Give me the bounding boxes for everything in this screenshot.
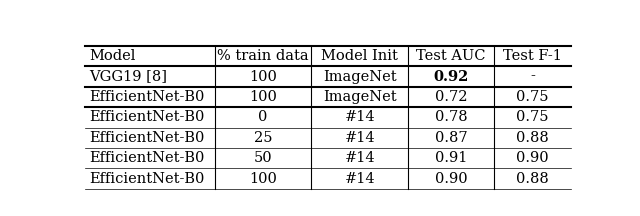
- Text: 0.92: 0.92: [433, 70, 468, 84]
- Text: #14: #14: [344, 172, 375, 186]
- Text: EfficientNet-B0: EfficientNet-B0: [89, 151, 204, 165]
- Text: 0.75: 0.75: [516, 90, 548, 104]
- Text: % train data: % train data: [218, 49, 309, 63]
- Text: Test AUC: Test AUC: [416, 49, 486, 63]
- Text: Test F-1: Test F-1: [503, 49, 562, 63]
- Text: 0.72: 0.72: [435, 90, 467, 104]
- Text: 0.88: 0.88: [516, 172, 548, 186]
- Text: Model Init: Model Init: [321, 49, 398, 63]
- Text: 0.78: 0.78: [435, 110, 467, 124]
- Text: 100: 100: [249, 172, 277, 186]
- Text: #14: #14: [344, 131, 375, 145]
- Text: EfficientNet-B0: EfficientNet-B0: [89, 131, 204, 145]
- Text: 0.90: 0.90: [516, 151, 548, 165]
- Text: VGG19 [8]: VGG19 [8]: [89, 70, 167, 84]
- Text: 25: 25: [254, 131, 273, 145]
- Text: #14: #14: [344, 151, 375, 165]
- Text: EfficientNet-B0: EfficientNet-B0: [89, 90, 204, 104]
- Text: 0.90: 0.90: [435, 172, 467, 186]
- Text: 100: 100: [249, 90, 277, 104]
- Text: -: -: [530, 70, 535, 84]
- Text: 100: 100: [249, 70, 277, 84]
- Text: 50: 50: [254, 151, 273, 165]
- Text: ImageNet: ImageNet: [323, 90, 397, 104]
- Text: 0: 0: [259, 110, 268, 124]
- Text: ImageNet: ImageNet: [323, 70, 397, 84]
- Text: 0.75: 0.75: [516, 110, 548, 124]
- Text: 0.88: 0.88: [516, 131, 548, 145]
- Text: 0.87: 0.87: [435, 131, 467, 145]
- Text: EfficientNet-B0: EfficientNet-B0: [89, 110, 204, 124]
- Text: 0.91: 0.91: [435, 151, 467, 165]
- Text: Model: Model: [89, 49, 135, 63]
- Text: EfficientNet-B0: EfficientNet-B0: [89, 172, 204, 186]
- Text: #14: #14: [344, 110, 375, 124]
